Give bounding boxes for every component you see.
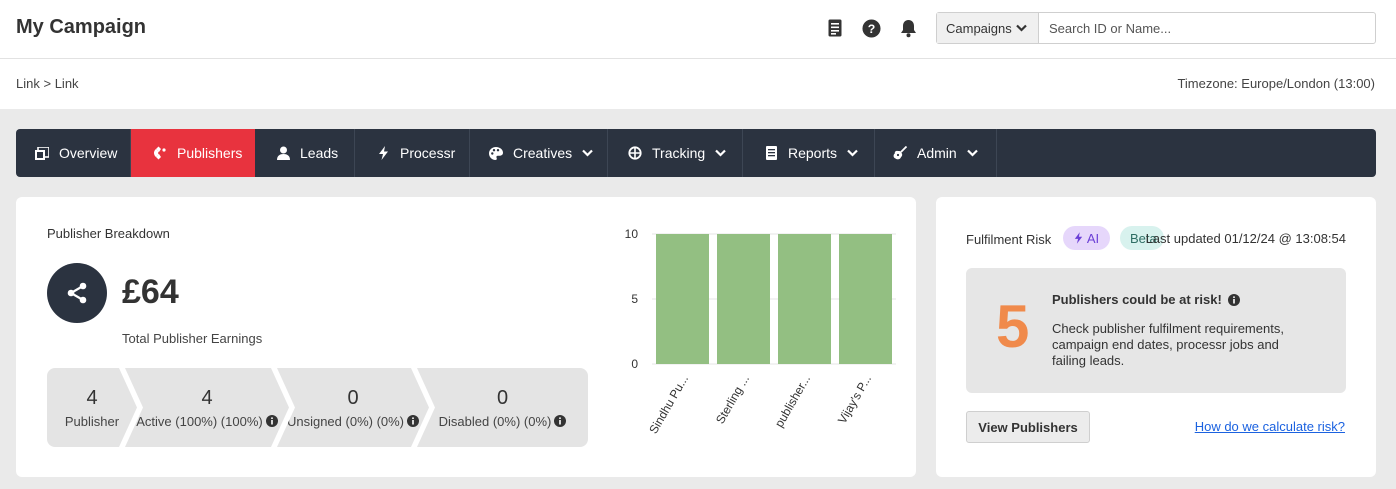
tab-processr[interactable]: Processr (355, 129, 470, 177)
bell-icon[interactable] (898, 18, 918, 38)
chart-x-tick-label: Vijay's P... (835, 373, 874, 427)
chart-svg: 0 5 10 Sindhu Pu... Sterling ... publisher...… (625, 227, 896, 437)
help-icon[interactable]: ? (861, 18, 881, 38)
info-icon[interactable] (265, 415, 278, 427)
chart-bar (717, 234, 770, 364)
tab-overview[interactable]: Overview (16, 129, 131, 177)
search-input[interactable] (1039, 13, 1375, 43)
chevron-down-icon (847, 149, 858, 157)
palette-icon (489, 146, 503, 160)
timezone-label: Timezone: Europe/London (13:00) (1177, 76, 1375, 91)
stat-value: 4 (86, 386, 98, 409)
chart-y-tick-label: 10 (625, 227, 639, 241)
card-title: Fulfilment Risk (966, 232, 1052, 247)
total-earnings-label: Total Publisher Earnings (122, 331, 263, 346)
tab-label: Creatives (513, 145, 573, 161)
stat-active[interactable]: 4 Active (100%) (100%) (125, 368, 289, 447)
fulfilment-risk-card: Fulfilment Risk AI Beta Last updated 01/… (936, 197, 1376, 477)
main-nav: Overview Publishers Leads Processr Creat… (16, 129, 1376, 177)
tab-admin[interactable]: Admin (875, 129, 997, 177)
view-publishers-button[interactable]: View Publishers (966, 411, 1090, 443)
stat-label: Disabled (0%) (0%) (439, 414, 567, 429)
stat-publishers[interactable]: 4 Publisher (47, 368, 137, 447)
beta-badge: Beta (1120, 226, 1164, 250)
publisher-stats: 4 Publisher 4 Active (100%) (100%) 0 Uns… (47, 368, 588, 447)
chart-x-tick-label: Sterling ... (713, 373, 752, 427)
search-scope-select[interactable]: Campaigns (937, 13, 1039, 43)
breadcrumb: Link > Link (16, 76, 79, 91)
tab-publishers[interactable]: Publishers (131, 129, 255, 177)
breadcrumb-link-2[interactable]: Link (54, 76, 79, 91)
user-icon (276, 146, 290, 160)
breadcrumb-link-1[interactable]: Link (16, 76, 40, 91)
guitar-icon (893, 146, 907, 160)
tab-leads[interactable]: Leads (255, 129, 355, 177)
svg-text:?: ? (867, 21, 875, 35)
stat-value: 4 (201, 386, 213, 409)
chart-y-tick-label: 0 (631, 357, 638, 371)
bolt-icon (376, 146, 390, 160)
chart-x-tick-label: publisher... (772, 373, 813, 430)
tab-label: Processr (400, 145, 456, 161)
crosshair-icon (628, 146, 642, 160)
stat-label: Active (100%) (100%) (136, 414, 278, 429)
tab-tracking[interactable]: Tracking (608, 129, 743, 177)
risk-summary: 5 Publishers could be at risk! Check pub… (966, 268, 1346, 393)
chart-x-tick-label: Sindhu Pu... (646, 373, 691, 437)
top-bar: My Campaign ? Campaigns (0, 0, 1396, 59)
risk-count: 5 (996, 293, 1030, 360)
tab-label: Reports (788, 145, 838, 161)
stat-value: 0 (496, 386, 509, 409)
risk-description: Check publisher fulfilment requirements,… (1052, 321, 1284, 368)
info-icon[interactable] (1227, 293, 1240, 306)
publisher-breakdown-card: Publisher Breakdown £64 Total Publisher … (16, 197, 916, 477)
share-icon (47, 263, 107, 323)
card-title: Publisher Breakdown (47, 226, 170, 241)
stat-label: Unsigned (0%) (0%) (287, 414, 420, 429)
stat-label: Publisher (64, 413, 120, 429)
chevron-down-icon (1015, 24, 1027, 32)
chevron-down-icon (715, 149, 726, 157)
tab-label: Leads (300, 145, 339, 161)
bolt-icon (1074, 232, 1083, 244)
ai-badge: AI (1063, 226, 1110, 250)
publisher-earnings-chart: 0 5 10 Sindhu Pu... Sterling ... publisher...… (616, 217, 906, 467)
chart-y-tick-label: 5 (631, 292, 638, 306)
risk-heading: Publishers could be at risk! (1052, 292, 1240, 307)
tab-label: Tracking (652, 145, 706, 161)
chart-bar (656, 234, 709, 364)
tab-label: Publishers (177, 145, 243, 161)
sub-bar: Link > Link Timezone: Europe/London (13:… (0, 59, 1396, 109)
overview-icon (35, 146, 49, 160)
stat-unsigned[interactable]: 0 Unsigned (0%) (0%) (277, 368, 429, 447)
chevron-down-icon (582, 149, 593, 157)
chart-bar (839, 234, 892, 364)
stat-disabled[interactable]: 0 Disabled (0%) (0%) (417, 368, 588, 447)
magnet-icon (153, 146, 167, 160)
info-icon[interactable] (407, 415, 420, 427)
tab-creatives[interactable]: Creatives (470, 129, 608, 177)
tab-label: Overview (59, 145, 118, 161)
page-title: My Campaign (16, 16, 147, 38)
last-updated-label: Last updated 01/12/24 @ 13:08:54 (1145, 231, 1346, 246)
tab-label: Admin (917, 145, 957, 161)
total-earnings-value: £64 (122, 273, 179, 311)
tab-reports[interactable]: Reports (743, 129, 875, 177)
report-icon (764, 146, 778, 160)
breadcrumb-separator: > (43, 76, 52, 91)
search-scope-label: Campaigns (946, 20, 1012, 36)
calculate-risk-link[interactable]: How do we calculate risk? (1194, 419, 1345, 434)
search-box: Campaigns (936, 12, 1376, 44)
info-icon[interactable] (554, 415, 567, 427)
document-icon[interactable] (825, 18, 845, 38)
chart-bar (778, 234, 831, 364)
stat-value: 0 (347, 386, 359, 409)
chevron-down-icon (966, 149, 978, 157)
